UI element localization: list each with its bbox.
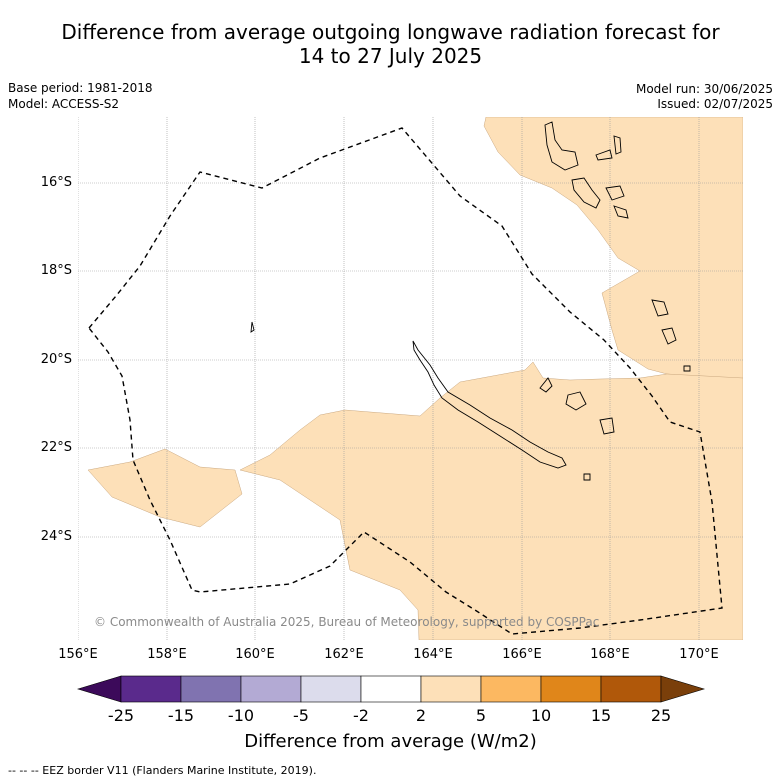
anomaly-region-west: [87, 448, 243, 528]
colorbar-label: -10: [227, 706, 255, 725]
colorbar-label: 25: [650, 706, 672, 725]
y-tick-label: 22°S: [40, 440, 72, 455]
model-label: Model: ACCESS-S2: [8, 97, 120, 111]
y-tick-label: 20°S: [40, 352, 72, 367]
colorbar-label: 10: [530, 706, 552, 725]
colorbar-arrow-high: [660, 675, 706, 703]
colorbar-label: 5: [475, 706, 487, 725]
colorbar-bin: [300, 675, 362, 703]
colorbar-label: -2: [353, 706, 369, 725]
anomaly-region-northeast: [483, 117, 743, 640]
colorbar-bin: [480, 675, 542, 703]
x-tick-label: 168°E: [590, 647, 630, 662]
colorbar: [76, 675, 706, 703]
gridlines: [78, 117, 743, 640]
new-caledonia-coast: [412, 340, 567, 469]
x-tick-label: 170°E: [679, 647, 719, 662]
colorbar-title: Difference from average (W/m2): [244, 731, 537, 752]
x-tick-label: 166°E: [502, 647, 542, 662]
issued-label: Issued: 02/07/2025: [657, 97, 773, 111]
colorbar-bin: [180, 675, 242, 703]
title-line-2: 14 to 27 July 2025: [298, 44, 483, 68]
base-period-label: Base period: 1981-2018: [8, 81, 153, 95]
colorbar-label: 2: [415, 706, 427, 725]
colorbar-bin: [540, 675, 602, 703]
x-tick-label: 160°E: [235, 647, 275, 662]
eez-legend-note: -- -- -- EEZ border V11 (Flanders Marine…: [8, 764, 317, 777]
colorbar-bin: [360, 675, 422, 703]
x-tick-label: 162°E: [324, 647, 364, 662]
map-area: © Commonwealth of Australia 2025, Bureau…: [78, 117, 743, 640]
colorbar-arrow-low: [76, 675, 122, 703]
y-tick-label: 24°S: [40, 529, 72, 544]
coastlines: [250, 121, 691, 481]
colorbar-label: -25: [107, 706, 135, 725]
colorbar-bin: [420, 675, 482, 703]
eez-border: [88, 127, 723, 635]
x-tick-label: 156°E: [58, 647, 98, 662]
colorbar-bin: [600, 675, 662, 703]
x-tick-label: 158°E: [147, 647, 187, 662]
colorbar-bin: [240, 675, 302, 703]
colorbar-label: 15: [590, 706, 612, 725]
y-tick-label: 16°S: [40, 175, 72, 190]
anomaly-region-south: [239, 361, 743, 640]
x-tick-label: 164°E: [413, 647, 453, 662]
title-line-1: Difference from average outgoing longwav…: [61, 20, 720, 44]
y-tick-label: 18°S: [40, 263, 72, 278]
colorbar-label: -15: [167, 706, 195, 725]
colorbar-bin: [120, 675, 182, 703]
copyright-text: © Commonwealth of Australia 2025, Bureau…: [94, 615, 599, 629]
colorbar-label: -5: [293, 706, 309, 725]
model-run-label: Model run: 30/06/2025: [635, 82, 773, 96]
